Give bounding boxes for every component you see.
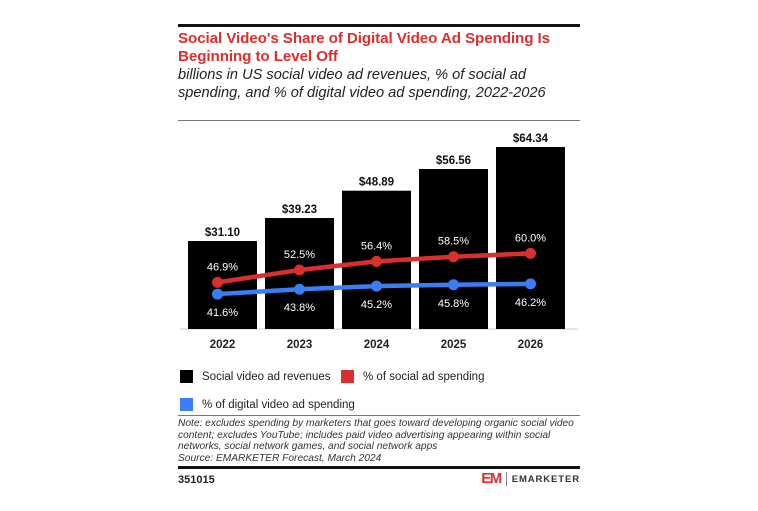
bar-value-label-2024: $48.89 [359, 177, 394, 189]
point-social-share-2026 [525, 247, 536, 259]
bar-value-label-2025: $56.56 [436, 155, 471, 167]
digital-share-label-2023: 43.8% [284, 302, 315, 314]
x-tick-label-2025: 2025 [441, 339, 467, 351]
x-tick-label-2026: 2026 [518, 339, 544, 351]
legend-divider [178, 415, 580, 416]
legend-label-digital-share: % of digital video ad spending [202, 398, 355, 411]
chart-subtitle: billions in US social video ad revenues,… [178, 67, 546, 101]
x-tick-label-2024: 2024 [364, 339, 390, 351]
brand-separator [505, 472, 507, 486]
point-social-share-2023 [294, 264, 305, 276]
social-share-label-2024: 56.4% [361, 240, 392, 252]
point-digital-share-2022 [212, 288, 223, 300]
bottom-divider [178, 466, 580, 469]
bar-2026 [496, 147, 565, 329]
legend-item-revenues: Social video ad revenues [180, 370, 331, 383]
chart-plot: $31.10 2022 $39.23 2023 $48.89 2024 $56.56 2025… [180, 133, 578, 351]
source-text: Source: EMARKETER Forecast, March 2024 [178, 452, 382, 464]
x-tick-label-2023: 2023 [287, 339, 313, 351]
legend-label-social-share: % of social ad spending [363, 370, 485, 383]
point-digital-share-2025 [448, 279, 459, 291]
bar-value-label-2022: $31.10 [205, 227, 240, 239]
social-share-label-2025: 58.5% [438, 236, 469, 248]
legend-label-revenues: Social video ad revenues [202, 370, 331, 383]
bar-value-label-2023: $39.23 [282, 204, 317, 216]
point-digital-share-2024 [371, 280, 382, 292]
bar-2022 [188, 241, 257, 329]
legend-swatch-revenues [180, 370, 193, 383]
chart-title: Social Video's Share of Digital Video Ad… [178, 30, 550, 65]
digital-share-label-2022: 41.6% [207, 307, 238, 319]
legend-swatch-digital-share [180, 398, 193, 411]
footnote: Note: excludes spending by marketers tha… [178, 418, 580, 464]
point-social-share-2024 [371, 255, 382, 267]
social-share-label-2026: 60.0% [515, 232, 546, 244]
brand-mark-icon: EM [481, 470, 502, 487]
social-share-label-2023: 52.5% [284, 249, 315, 261]
legend-swatch-social-share [341, 370, 354, 383]
point-digital-share-2023 [294, 283, 305, 295]
subtitle-divider [178, 120, 580, 121]
bar-2025 [419, 169, 488, 329]
digital-share-label-2024: 45.2% [361, 299, 392, 311]
top-divider [178, 24, 580, 27]
point-social-share-2025 [448, 251, 459, 263]
chart-id: 351015 [178, 474, 215, 486]
x-tick-label-2022: 2022 [210, 339, 236, 351]
legend-item-social-share: % of social ad spending [341, 370, 484, 383]
digital-share-label-2026: 46.2% [515, 297, 546, 309]
chart-card: Social Video's Share of Digital Video Ad… [178, 0, 580, 511]
social-share-label-2022: 46.9% [207, 261, 238, 273]
digital-share-label-2025: 45.8% [438, 298, 469, 310]
legend: Social video ad revenues % of social ad … [178, 365, 580, 415]
point-digital-share-2026 [525, 278, 536, 290]
brand-logo: EM EMARKETER [481, 471, 580, 487]
brand-name: EMARKETER [511, 473, 580, 485]
note-text: Note: excludes spending by marketers tha… [178, 418, 574, 453]
point-social-share-2022 [212, 276, 223, 288]
legend-item-digital-share: % of digital video ad spending [180, 398, 355, 411]
bar-value-label-2026: $64.34 [513, 133, 549, 145]
